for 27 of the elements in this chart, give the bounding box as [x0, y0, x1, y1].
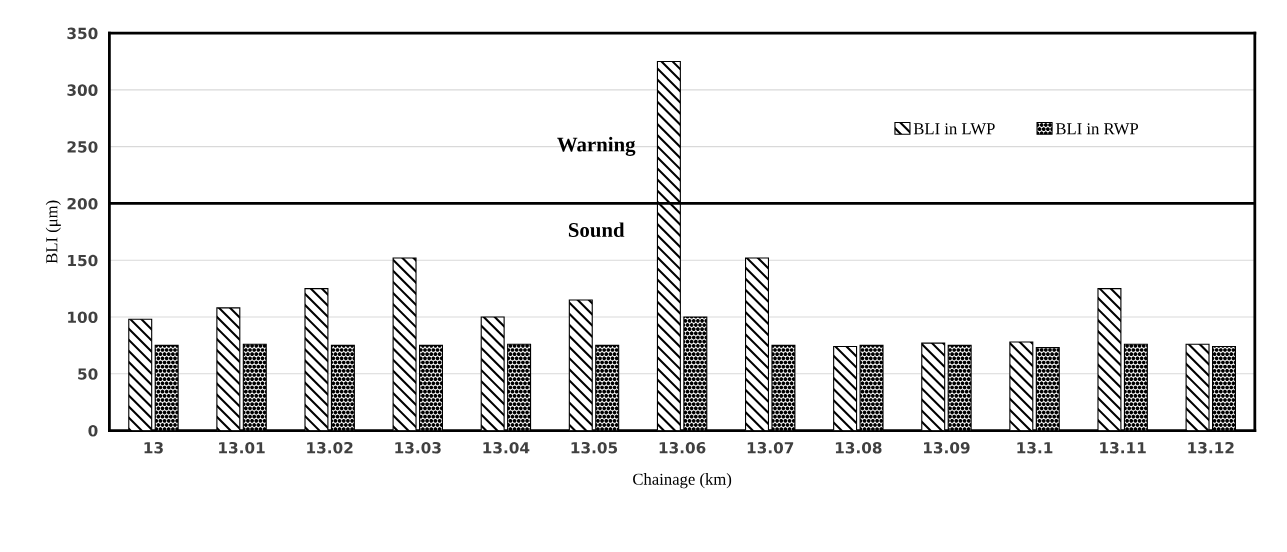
y-tick-label: 50	[78, 368, 98, 380]
y-axis-title: BLI (μm)	[45, 200, 61, 264]
x-tick-label: 13.1	[1017, 441, 1053, 454]
x-tick-label: 13.09	[924, 441, 970, 454]
x-tick-label: 13.08	[835, 441, 882, 454]
y-tick-label: 100	[68, 311, 98, 324]
x-tick-label: 13.11	[1100, 441, 1146, 454]
x-tick-label: 13	[144, 441, 163, 454]
annotation: Warning	[557, 136, 636, 156]
x-tick-label: 13.04	[483, 441, 530, 454]
y-tick-label: 0	[88, 425, 98, 437]
y-tick-label: 150	[68, 254, 98, 267]
y-tick-label: 350	[67, 27, 98, 40]
x-tick-label: 13.02	[307, 441, 353, 454]
y-tick-label: 300	[67, 84, 98, 96]
legend-label: BLI in LWP	[913, 123, 995, 135]
annotation: Sound	[568, 222, 625, 238]
x-tick-label: 13.01	[219, 441, 265, 454]
x-tick-label: 13.05	[571, 441, 618, 454]
x-tick-label: 13.07	[747, 441, 794, 454]
legend-label: BLI in RWP	[1055, 123, 1139, 135]
y-tick-label: 250	[67, 141, 98, 153]
x-axis-title: Chainage (km)	[633, 473, 732, 489]
x-tick-label: 13.06	[659, 441, 706, 454]
x-tick-label: 13.12	[1188, 441, 1234, 454]
x-tick-label: 13.03	[395, 441, 441, 454]
y-tick-label: 200	[67, 197, 98, 210]
